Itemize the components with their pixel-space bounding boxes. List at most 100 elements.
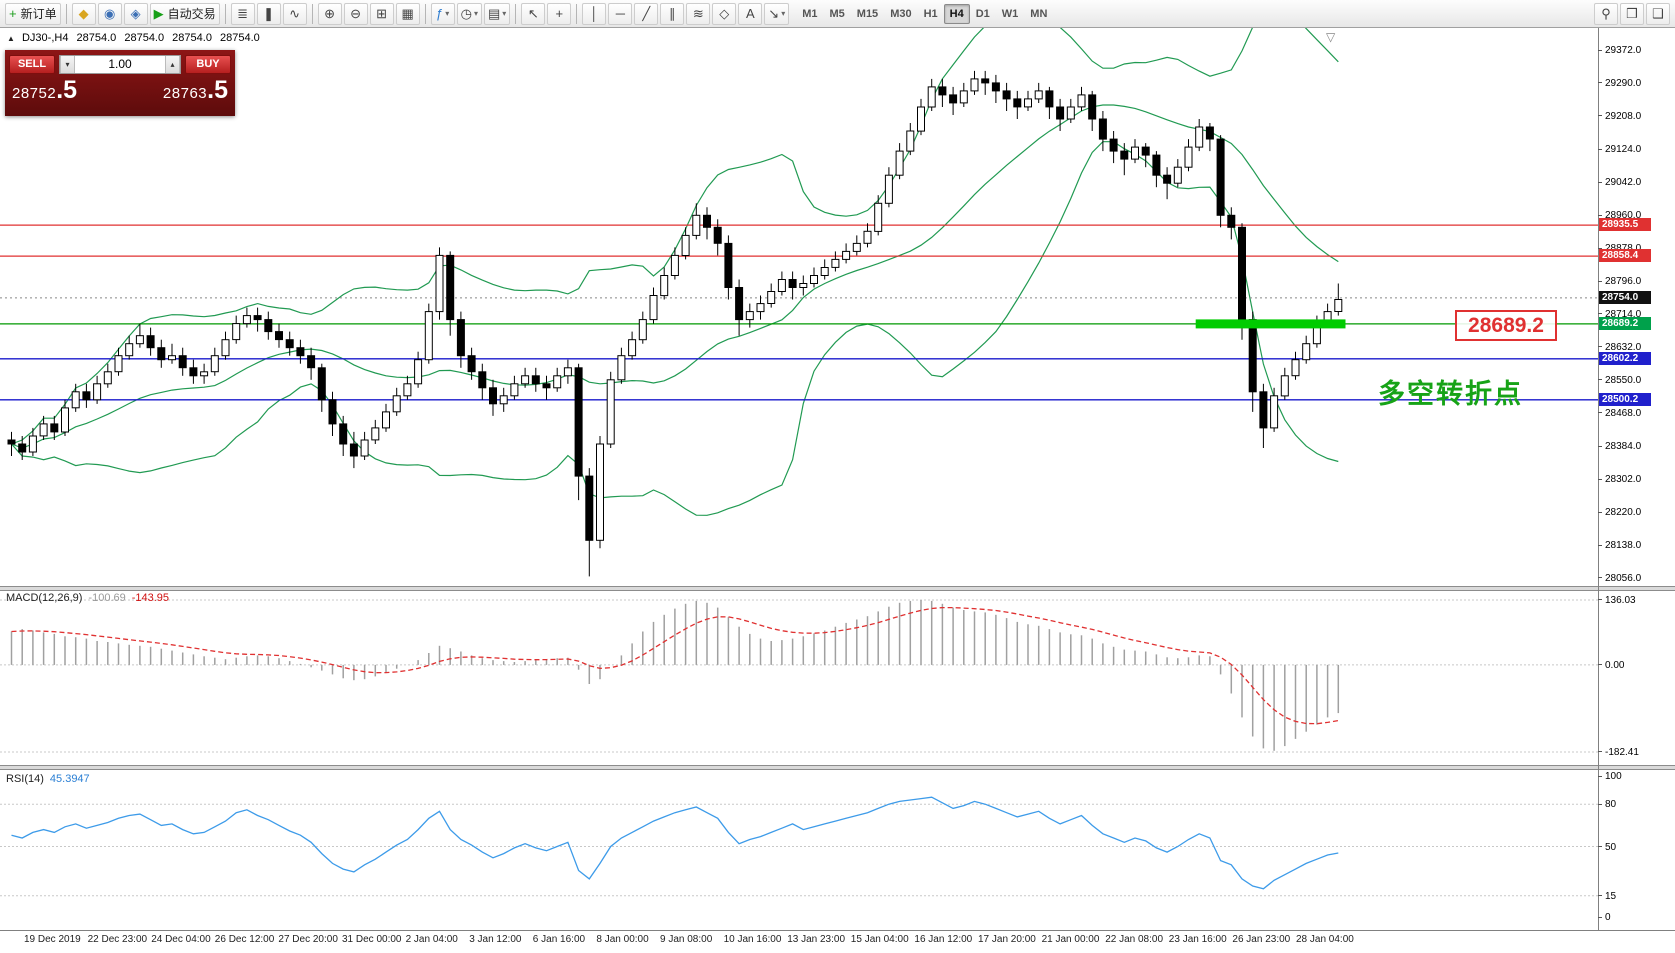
symbol-name: DJ30-,H4 bbox=[21, 32, 69, 44]
volume-decrease-button[interactable]: ▾ bbox=[60, 55, 75, 73]
time-axis-label: 28 Jan 04:00 bbox=[1296, 934, 1354, 945]
price-scale-label: 28878.0 bbox=[1605, 243, 1641, 254]
timeframe-d1-button[interactable]: D1 bbox=[975, 7, 990, 20]
price-scale-tick bbox=[1598, 181, 1602, 183]
crosshair-button[interactable]: + bbox=[547, 2, 572, 25]
templates-button[interactable]: ▤ ▾ bbox=[483, 2, 511, 25]
price-scale-tick bbox=[1598, 445, 1602, 447]
bar-chart-button[interactable]: ≣ bbox=[230, 2, 255, 25]
new-order-button[interactable]: + 新订单 bbox=[5, 2, 61, 25]
toolbar-separator bbox=[65, 3, 67, 24]
price-scale-label: 29208.0 bbox=[1605, 110, 1642, 122]
text-button[interactable]: A bbox=[738, 2, 763, 25]
turning-point-note[interactable]: 多空转折点 bbox=[1378, 379, 1523, 409]
buy-button[interactable]: BUY bbox=[185, 54, 231, 74]
volume-input[interactable]: 1.00 bbox=[108, 57, 132, 71]
fibonacci-button[interactable]: ≋ bbox=[686, 2, 711, 25]
price-tag-28754.0: 28754.0 bbox=[1599, 290, 1651, 304]
indicators-button[interactable]: ƒ ▾ bbox=[430, 2, 455, 25]
time-axis-label: 17 Jan 20:00 bbox=[978, 934, 1036, 945]
price-chart-canvas[interactable] bbox=[0, 28, 1598, 586]
timeframe-m1-button[interactable]: M1 bbox=[802, 7, 818, 20]
sell-button[interactable]: SELL bbox=[9, 54, 55, 74]
candlestick-icon: ❚ bbox=[263, 6, 275, 21]
arrow-objects-button[interactable]: ↘ ▾ bbox=[764, 2, 790, 25]
trendline-button[interactable]: ╱ bbox=[634, 2, 659, 25]
collapse-triangle-icon[interactable]: ▲ bbox=[7, 34, 15, 43]
trendline-icon: ╱ bbox=[642, 6, 651, 21]
volume-increase-button[interactable]: ▴ bbox=[165, 55, 180, 73]
one-click-trading-panel: SELL ▾ 1.00 ▴ BUY 28752.5 28763.5 bbox=[5, 50, 235, 116]
time-axis-label: 22 Jan 08:00 bbox=[1105, 934, 1164, 945]
rsi-label: RSI(14) 45.3947 bbox=[6, 773, 90, 785]
timeframe-h1-button[interactable]: H1 bbox=[923, 7, 938, 20]
cursor-button[interactable]: ↖ bbox=[521, 2, 546, 25]
periods-button[interactable]: ◷ ▾ bbox=[456, 2, 482, 25]
timeframe-h4-button[interactable]: H4 bbox=[943, 3, 970, 24]
rsi-scale-label: 50 bbox=[1605, 841, 1617, 853]
tile-windows-button[interactable]: ⊞ bbox=[369, 2, 394, 25]
price-scale-tick bbox=[1598, 247, 1602, 249]
main-toolbar: + 新订单 ◆ ◉ ◈ ▶ 自动交易 ≣ ❚ ∿ ⊕ ⊖ ⊞ ▦ ƒ ▾ ◷ ▾ ▤ ▾ ↖ + │ ─ ╱ ∥ ≋ ◇ A ↘ ▾ M1 M5… bbox=[0, 0, 1675, 28]
arrange-windows-button[interactable]: ▦ bbox=[395, 2, 420, 25]
search-button[interactable]: ⚲ bbox=[1594, 2, 1618, 25]
macd-label: MACD(12,26,9) -100.69 -143.95 bbox=[6, 592, 170, 604]
rsi-scale-label: 100 bbox=[1605, 771, 1622, 782]
timeframe-w1-button[interactable]: W1 bbox=[1001, 7, 1019, 20]
horizontal-line-icon: ─ bbox=[615, 6, 625, 21]
price-scale-tick bbox=[1598, 313, 1602, 315]
autotrade-button-label: 自动交易 bbox=[167, 7, 216, 21]
chat-button[interactable]: ❑ bbox=[1646, 2, 1670, 25]
autotrade-button[interactable]: ▶ 自动交易 bbox=[149, 2, 220, 25]
market-watch-button[interactable]: ◉ bbox=[97, 2, 122, 25]
shapes-icon: ◇ bbox=[719, 6, 730, 21]
time-axis-label: 8 Jan 00:00 bbox=[596, 934, 649, 945]
rsi-panel-separator[interactable] bbox=[0, 765, 1675, 770]
chevron-down-icon: ▾ bbox=[473, 9, 478, 18]
macd-scale-label: 136.03 bbox=[1605, 594, 1636, 606]
line-chart-button[interactable]: ∿ bbox=[282, 2, 307, 25]
price-scale-tick bbox=[1598, 511, 1602, 513]
sell-price: 28752.5 bbox=[12, 76, 78, 104]
rsi-scale-tick bbox=[1598, 895, 1602, 897]
data-window-button[interactable]: ❒ bbox=[1620, 2, 1644, 25]
price-scale-label: 28550.0 bbox=[1605, 374, 1642, 386]
chart-shift-marker-icon[interactable]: ▽ bbox=[1326, 30, 1336, 44]
chart-window-button[interactable]: ◆ bbox=[71, 2, 96, 25]
time-axis-label: 6 Jan 16:00 bbox=[532, 934, 586, 945]
vertical-line-icon: │ bbox=[590, 6, 599, 21]
timeframe-mn-button[interactable]: MN bbox=[1030, 7, 1048, 20]
rsi-indicator-canvas[interactable] bbox=[0, 770, 1598, 928]
price-scale-tick bbox=[1598, 577, 1602, 579]
chevron-down-icon: ▾ bbox=[781, 9, 786, 18]
timeframe-m30-button[interactable]: M30 bbox=[890, 7, 912, 20]
navigator-button[interactable]: ◈ bbox=[123, 2, 148, 25]
horizontal-level-lines[interactable] bbox=[0, 224, 1598, 401]
time-axis-label: 3 Jan 12:00 bbox=[469, 934, 522, 945]
price-scale-label: 29042.0 bbox=[1605, 177, 1642, 189]
timeframe-m15-button[interactable]: M15 bbox=[856, 7, 879, 20]
zoom-out-button[interactable]: ⊖ bbox=[343, 2, 368, 25]
macd-indicator-canvas[interactable] bbox=[0, 589, 1598, 765]
data-window-icon: ❒ bbox=[1626, 6, 1638, 21]
new-order-button-label: 新订单 bbox=[20, 7, 57, 21]
channel-button[interactable]: ∥ bbox=[660, 2, 685, 25]
shapes-button[interactable]: ◇ bbox=[712, 2, 737, 25]
volume-control: ▾ 1.00 ▴ bbox=[59, 54, 181, 74]
macd-panel-separator[interactable] bbox=[0, 586, 1675, 591]
price-scale-tick bbox=[1598, 82, 1602, 84]
time-axis-label: 22 Dec 23:00 bbox=[87, 934, 148, 945]
macd-scale-tick bbox=[1598, 751, 1602, 753]
price-scale-tick bbox=[1598, 214, 1602, 216]
zoom-out-icon: ⊖ bbox=[350, 6, 362, 21]
time-axis-label: 16 Jan 12:00 bbox=[914, 934, 973, 945]
price-tag-28935.5: 28935.5 bbox=[1599, 218, 1651, 232]
support-highlight-bar[interactable] bbox=[1195, 319, 1346, 329]
price-annotation-box[interactable]: 28689.2 bbox=[1455, 310, 1557, 341]
vertical-line-button[interactable]: │ bbox=[582, 2, 607, 25]
horizontal-line-button[interactable]: ─ bbox=[608, 2, 633, 25]
candlestick-chart-button[interactable]: ❚ bbox=[256, 2, 281, 25]
zoom-in-button[interactable]: ⊕ bbox=[317, 2, 342, 25]
timeframe-m5-button[interactable]: M5 bbox=[829, 7, 845, 20]
channel-icon: ∥ bbox=[669, 6, 676, 21]
